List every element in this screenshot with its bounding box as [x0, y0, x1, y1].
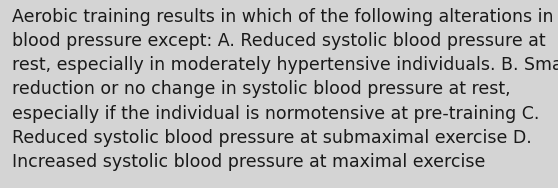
Text: Aerobic training results in which of the following alterations in
blood pressure: Aerobic training results in which of the… — [12, 8, 558, 171]
